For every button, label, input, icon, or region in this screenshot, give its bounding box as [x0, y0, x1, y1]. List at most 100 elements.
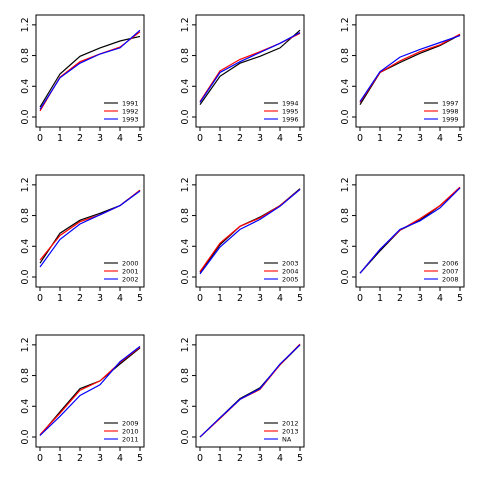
x-tick-label: 4: [277, 293, 283, 304]
y-tick-label: 1.2: [180, 337, 191, 352]
y-tick-label: 0.4: [180, 399, 191, 414]
x-tick-label: 5: [297, 453, 303, 464]
y-tick-label: 1.2: [180, 177, 191, 192]
series-line-2001: [39, 189, 141, 261]
y-tick-label: 0.0: [20, 429, 31, 444]
y-tick-label: 0.8: [20, 48, 31, 63]
x-tick-label: 3: [417, 293, 423, 304]
plot-frame: [355, 174, 465, 288]
x-tick-label: 3: [97, 293, 103, 304]
x-tick-label: 1: [217, 293, 223, 304]
x-tick-label: 0: [197, 453, 203, 464]
x-tick-label: 1: [377, 293, 383, 304]
legend-label: 2009: [122, 420, 139, 428]
series-line-1998: [359, 33, 461, 103]
legend-label: 2005: [282, 276, 299, 284]
y-tick-label: 0.4: [20, 79, 31, 94]
x-tick-label: 0: [37, 453, 43, 464]
y-tick-label: 0.8: [20, 208, 31, 223]
x-tick-label: 1: [217, 453, 223, 464]
legend-label: 2003: [282, 260, 299, 268]
plot-frame: [35, 174, 145, 288]
x-tick-label: 2: [237, 293, 243, 304]
x-tick-label: 4: [117, 453, 123, 464]
y-tick-label: 0.8: [340, 48, 351, 63]
x-tick-label: 4: [437, 133, 443, 144]
y-tick-label: 1.2: [20, 17, 31, 32]
plot-frame: [35, 334, 145, 448]
y-tick-label: 0.4: [20, 399, 31, 414]
y-tick-label: 0.4: [180, 239, 191, 254]
x-tick-label: 5: [297, 293, 303, 304]
legend-label: 2008: [442, 276, 459, 284]
series-line-1991: [39, 35, 141, 108]
legend-label: 2010: [122, 428, 139, 436]
x-tick-label: 5: [137, 133, 143, 144]
legend-label: 1993: [122, 116, 139, 124]
x-tick-label: 4: [277, 133, 283, 144]
x-tick-label: 3: [417, 133, 423, 144]
x-tick-label: 0: [357, 293, 363, 304]
series-line-1999: [359, 35, 461, 102]
x-tick-label: 5: [297, 133, 303, 144]
plot-frame: [195, 14, 305, 128]
legend-label: 1994: [282, 100, 299, 108]
series-line-2002: [39, 190, 141, 268]
y-tick-label: 0.4: [340, 239, 351, 254]
x-tick-label: 5: [137, 453, 143, 464]
y-tick-label: 0.8: [180, 368, 191, 383]
legend-label: 1991: [122, 100, 139, 108]
legend-label: NA: [282, 436, 292, 444]
legend-label: 2013: [282, 428, 299, 436]
x-tick-label: 1: [57, 133, 63, 144]
x-tick-label: 4: [117, 293, 123, 304]
series-line-2009: [39, 347, 141, 436]
series-line-1994: [199, 29, 301, 106]
x-tick-label: 3: [257, 453, 263, 464]
y-tick-label: 1.2: [180, 17, 191, 32]
x-tick-label: 2: [397, 133, 403, 144]
x-tick-label: 3: [97, 453, 103, 464]
legend-label: 2002: [122, 276, 139, 284]
x-tick-label: 0: [37, 293, 43, 304]
plot-frame: [35, 14, 145, 128]
series-line-1996: [199, 31, 301, 103]
y-tick-label: 0.4: [340, 79, 351, 94]
series-line-2010: [39, 346, 141, 436]
y-tick-label: 0.0: [340, 109, 351, 124]
legend-label: 1992: [122, 108, 139, 116]
y-tick-label: 0.0: [340, 269, 351, 284]
x-tick-label: 0: [197, 133, 203, 144]
y-tick-label: 0.0: [180, 269, 191, 284]
x-tick-label: 4: [277, 453, 283, 464]
x-tick-label: 0: [197, 293, 203, 304]
legend-label: 1998: [442, 108, 459, 116]
series-line-2005: [199, 188, 301, 275]
x-tick-label: 3: [97, 133, 103, 144]
x-tick-label: 0: [357, 133, 363, 144]
legend-label: 1995: [282, 108, 299, 116]
plot-frame: [355, 14, 465, 128]
y-tick-label: 0.4: [180, 79, 191, 94]
legend-label: 2000: [122, 260, 139, 268]
x-tick-label: 2: [77, 453, 83, 464]
legend-label: 1999: [442, 116, 459, 124]
x-tick-label: 1: [377, 133, 383, 144]
legend-label: 2007: [442, 268, 459, 276]
y-tick-label: 0.8: [180, 48, 191, 63]
series-line-1997: [359, 34, 461, 106]
series-line-1993: [39, 29, 141, 110]
series-line-NA: [199, 344, 301, 438]
y-tick-label: 0.4: [20, 239, 31, 254]
x-tick-label: 5: [457, 293, 463, 304]
x-tick-label: 1: [217, 133, 223, 144]
x-tick-label: 3: [257, 293, 263, 304]
x-tick-label: 2: [237, 133, 243, 144]
plot-frame: [195, 174, 305, 288]
x-tick-label: 0: [37, 133, 43, 144]
